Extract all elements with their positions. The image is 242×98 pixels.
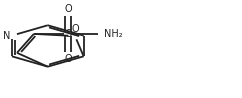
- Text: NH₂: NH₂: [104, 29, 123, 39]
- Text: O: O: [64, 54, 72, 64]
- Text: O: O: [64, 4, 72, 14]
- Text: S: S: [65, 29, 71, 39]
- Text: N: N: [3, 31, 10, 41]
- Text: O: O: [71, 24, 79, 34]
